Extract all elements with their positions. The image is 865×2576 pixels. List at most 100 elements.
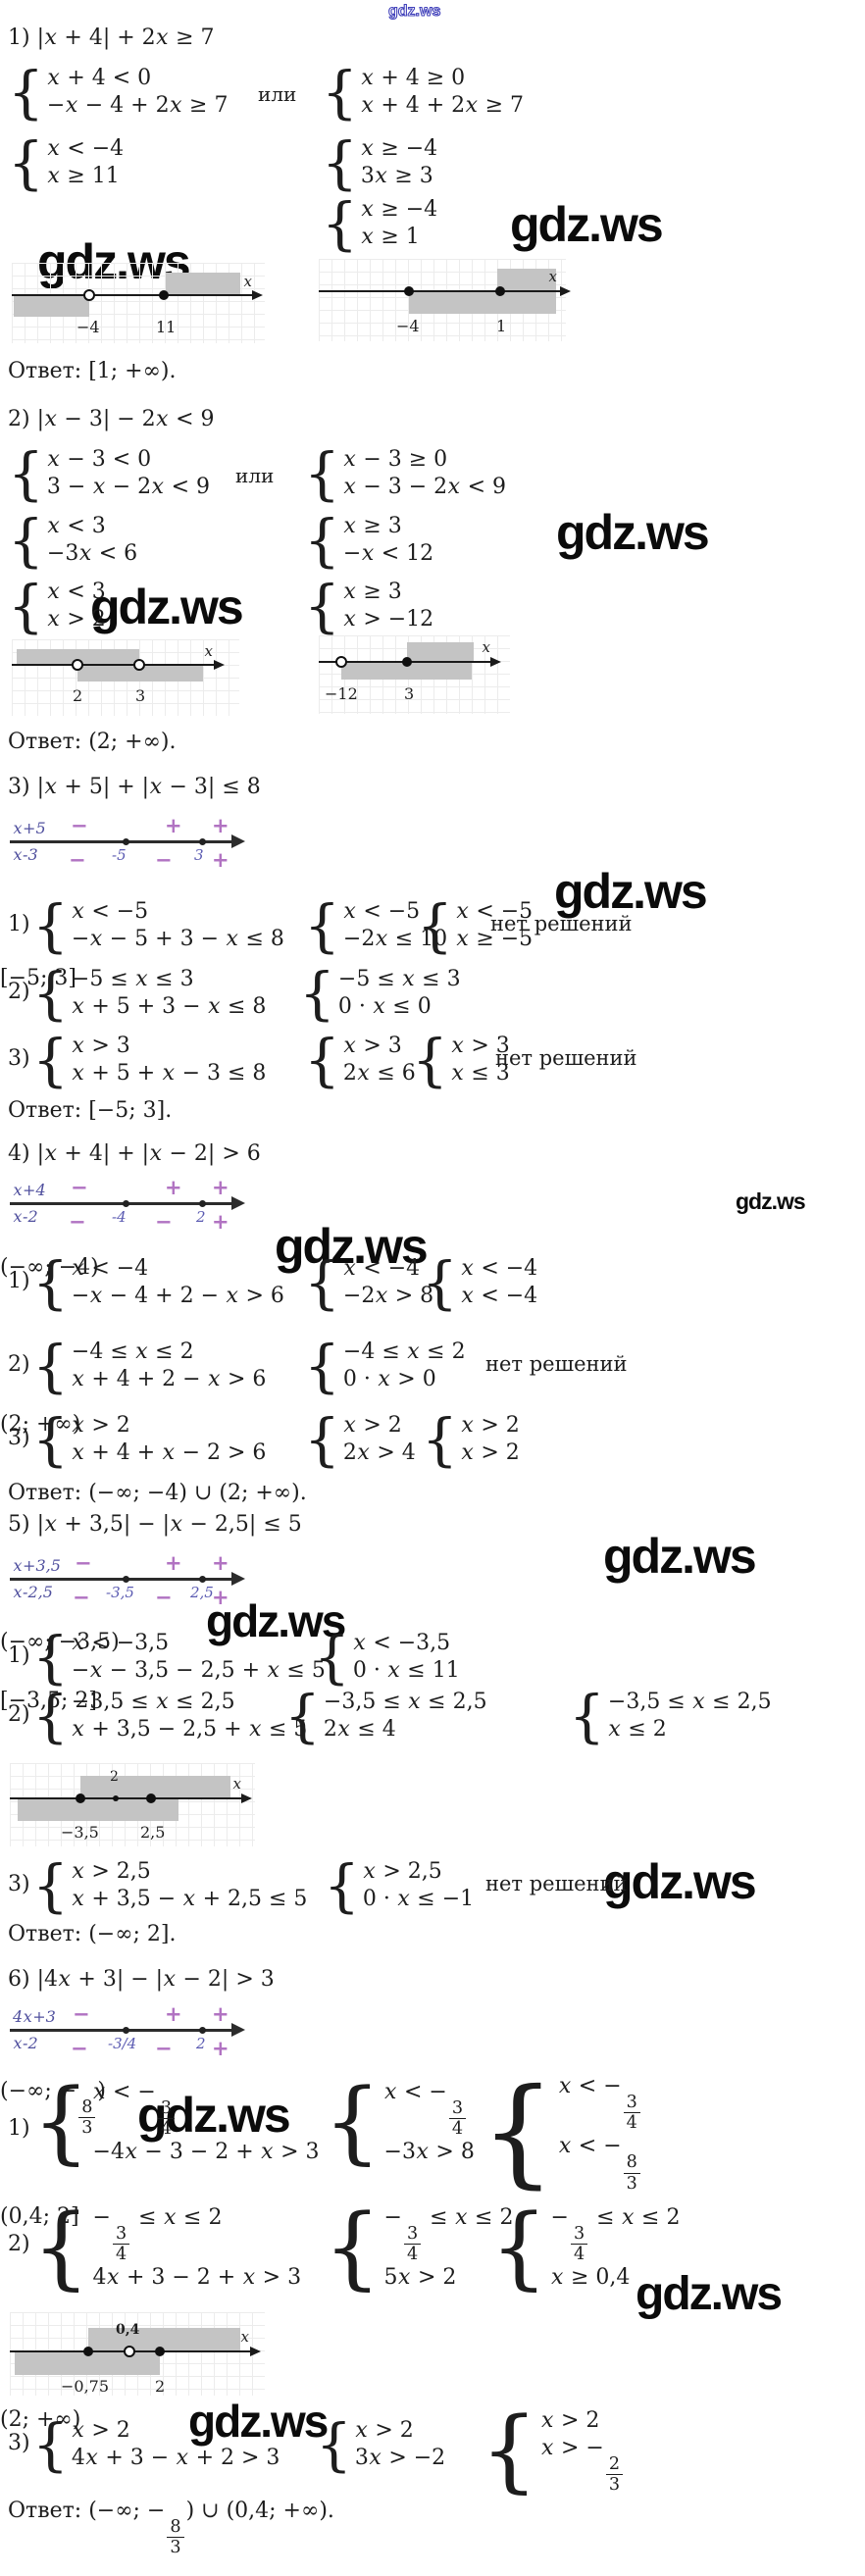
problem-3-title: 3) |x + 5| + |x − 3| ≤ 8 <box>8 775 261 799</box>
closed-point <box>495 286 505 296</box>
sign-chart-axis <box>10 840 233 843</box>
sign: + <box>212 814 229 837</box>
system: −4 ≤ x ≤ 2 x + 4 + 2 − x > 6 <box>32 1339 267 1393</box>
system: x > 2 2x > 4 <box>304 1412 416 1467</box>
point-label: -5 <box>112 846 127 864</box>
axis-arrow-icon <box>231 1572 245 1586</box>
tick-label: 1 <box>496 317 507 335</box>
point-label: 2 <box>110 1769 119 1785</box>
number-line: x −4 11 <box>12 263 265 343</box>
p5-answer: Ответ: (−∞; 2]. <box>8 1922 177 1946</box>
system: x < −34 −3x > 8 <box>324 2079 475 2166</box>
p1-answer: Ответ: [1; +∞). <box>8 359 177 383</box>
system: x > 2,5 0 · x ≤ −1 <box>324 1858 474 1913</box>
tick-label: 11 <box>156 318 177 336</box>
system: x − 3 ≥ 0 x − 3 − 2x < 9 <box>304 446 506 501</box>
shaded-region <box>341 662 472 680</box>
sign: − <box>155 848 173 872</box>
shaded-region <box>497 269 556 291</box>
sign-chart: x+5 x-3 − + + − − + -5 3 <box>10 816 257 881</box>
axis-label: x <box>482 638 490 656</box>
system-line: −x − 4 + 2x ≥ 7 <box>46 93 229 118</box>
problem-5-title: 5) |x + 3,5| − |x − 2,5| ≤ 5 <box>8 1512 302 1537</box>
axis-arrow-icon <box>214 660 225 670</box>
system: x ≥ 3 x > −12 <box>304 579 433 633</box>
axis-arrow-icon <box>231 2023 245 2037</box>
open-point <box>72 659 83 671</box>
closed-point <box>155 2347 165 2356</box>
system: x > 2 x > −23 <box>481 2407 625 2495</box>
system: x < −4 −x − 4 + 2 − x > 6 <box>32 1255 284 1310</box>
number-line: x −12 3 <box>319 635 510 714</box>
sign: − <box>69 848 86 872</box>
closed-point <box>83 2347 93 2356</box>
axis-arrow-icon <box>250 2347 261 2356</box>
shaded-region <box>77 665 203 682</box>
shaded-region <box>166 273 240 295</box>
system: x < −34 x < −83 <box>481 2073 642 2194</box>
system: x > 3 x ≤ 3 <box>412 1033 509 1087</box>
open-point <box>133 659 145 671</box>
axis-label: x <box>548 268 557 285</box>
problem-6-title: 6) |4x + 3| − |x − 2| > 3 <box>8 1967 275 1992</box>
sign-chart-expression: x+5 x-3 <box>13 819 46 864</box>
system: x < −5 −x − 5 + 3 − x ≤ 8 <box>32 898 284 953</box>
sign-chart-expression: x+4 x-2 <box>13 1181 46 1226</box>
number-line: x 2 −3,5 2,5 <box>10 1763 255 1846</box>
watermark: gdz.ws <box>90 580 244 634</box>
system: x ≥ −4 3x ≥ 3 <box>322 135 437 190</box>
system-line: x + 4 ≥ 0 <box>361 66 466 90</box>
shaded-region <box>409 291 556 314</box>
open-point <box>83 289 95 301</box>
closed-point <box>76 1793 85 1803</box>
sign-chart: x+4 x-2 − + + − − + -4 2 <box>10 1178 257 1242</box>
system: x > 2 x > 2 <box>422 1412 519 1467</box>
axis <box>12 664 215 666</box>
closed-point <box>404 286 414 296</box>
tick-label: 2 <box>155 2377 166 2396</box>
tick-label: 3 <box>404 684 415 703</box>
axis <box>319 290 561 292</box>
no-solution-note: нет решений <box>485 1352 628 1376</box>
sign: + <box>212 848 229 872</box>
system: x > 2 x + 4 + x − 2 > 6 <box>32 1412 266 1467</box>
system: x < 3 −3x < 6 <box>8 513 137 568</box>
watermark: gdz.ws <box>554 864 708 919</box>
system-line: x + 4 < 0 <box>47 66 152 90</box>
system-line: x + 4 + 2x ≥ 7 <box>361 93 525 118</box>
system: x ≥ 3 −x < 12 <box>304 513 433 568</box>
shaded-region <box>80 1776 230 1798</box>
point <box>122 837 129 845</box>
axis-arrow-icon <box>560 286 571 296</box>
watermark: gdz.ws <box>603 1529 757 1584</box>
no-solution-note: нет решений <box>485 1872 628 1895</box>
system: −3,5 ≤ x ≤ 2,5 x + 3,5 − 2,5 + x ≤ 5 <box>32 1689 308 1743</box>
number-line: x 0,4 −0,75 2 <box>10 2312 265 2396</box>
problem-1-title: 1) |x + 4| + 2x ≥ 7 <box>8 25 215 50</box>
system: −3,5 ≤ x ≤ 2,5 2x ≤ 4 <box>284 1689 487 1743</box>
system: −4 ≤ x ≤ 2 0 · x > 0 <box>304 1339 466 1393</box>
tick-label: −12 <box>325 684 358 703</box>
tick-label: −3,5 <box>61 1823 99 1842</box>
sign: − <box>71 814 88 837</box>
system: x < 3 x > 2 <box>8 579 105 633</box>
tick-label: −0,75 <box>61 2377 110 2396</box>
axis-label: x <box>243 273 252 290</box>
system: x < −3,5 0 · x ≤ 11 <box>314 1630 460 1685</box>
system: x < −4 −2x > 8 <box>304 1255 433 1310</box>
closed-point <box>159 290 169 300</box>
system: x < −4 x < −4 <box>422 1255 537 1310</box>
axis-arrow-icon <box>490 657 501 667</box>
small-point <box>113 1795 119 1801</box>
no-solution-note: нет решений <box>490 912 633 935</box>
watermark: gdz.ws <box>556 505 710 560</box>
system: x + 4 ≥ 0 x + 4 + 2x ≥ 7 <box>322 65 524 120</box>
axis-label: x <box>204 642 213 660</box>
system: x < −4 x ≥ 11 <box>8 135 124 190</box>
sign-chart-expression: 4x+3 x-2 <box>13 2007 56 2052</box>
tick-label: −4 <box>76 318 100 336</box>
p4-answer: Ответ: (−∞; −4) ∪ (2; +∞). <box>8 1481 307 1505</box>
shaded-region <box>18 1798 178 1821</box>
system: x < −3,5 −x − 3,5 − 2,5 + x ≤ 5 <box>32 1630 326 1685</box>
axis <box>10 1797 242 1799</box>
